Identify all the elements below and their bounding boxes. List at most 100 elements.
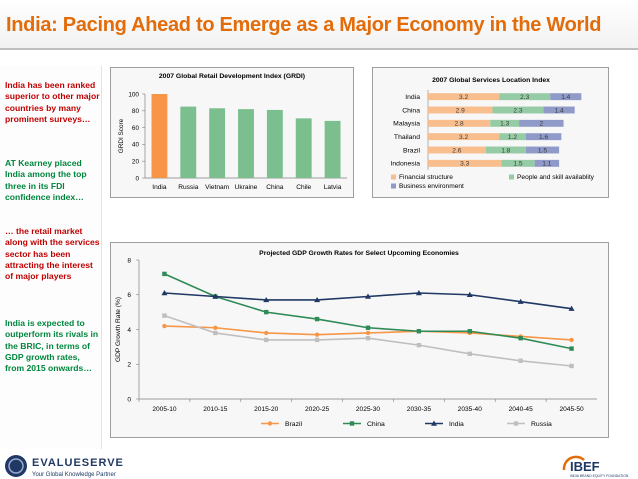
grdi-x-tick-label: Vietnam xyxy=(205,184,230,191)
evalueserve-emblem-icon xyxy=(5,455,27,477)
gdp-point-india xyxy=(517,298,524,304)
services-category-label: China xyxy=(402,107,420,114)
gdp-point-brazil xyxy=(213,325,218,330)
grdi-bar-chile xyxy=(295,118,312,178)
sidebar-note-retail: … the retail market along with the servi… xyxy=(5,226,100,282)
services-bar-brazil-s1 xyxy=(485,146,526,154)
gdp-point-india xyxy=(365,293,371,299)
grdi-title: 2007 Global Retail Development Index (GR… xyxy=(159,73,305,80)
services-data-label: 2.8 xyxy=(455,121,464,128)
gdp-point-china xyxy=(162,271,167,277)
services-data-label: 2.9 xyxy=(456,107,465,114)
grdi-y-tick-label: 40 xyxy=(132,142,140,149)
services-legend-label: Business environment xyxy=(399,183,464,190)
gdp-point-brazil xyxy=(162,323,167,329)
gdp-point-brazil xyxy=(569,337,574,343)
services-bar-china-s2 xyxy=(543,106,575,114)
grdi-chart: 2007 Global Retail Development Index (GR… xyxy=(118,73,347,191)
grdi-y-axis-label: GRDI Score xyxy=(118,118,125,153)
gdp-x-tick-label: 2025-30 xyxy=(356,406,381,413)
gdp-point-india xyxy=(415,290,422,296)
gdp-title: Projected GDP Growth Rates for Select Up… xyxy=(259,250,459,257)
services-title: 2007 Global Services Location Index xyxy=(432,77,550,84)
services-bar-thailand-s1 xyxy=(499,133,526,141)
services-data-label: 1.8 xyxy=(501,147,510,154)
gdp-y-axis-label: GDP Growth Rate (%) xyxy=(115,297,122,362)
gdp-x-tick-label: 2010-15 xyxy=(203,406,228,413)
grdi-bar-india xyxy=(151,94,168,178)
gdp-point-china xyxy=(569,346,574,351)
gdp-legend-label: China xyxy=(367,421,385,428)
services-data-label: 2.3 xyxy=(520,94,529,101)
services-data-label: 3.3 xyxy=(460,161,469,168)
gdp-line-russia xyxy=(164,314,572,367)
gdp-point-russia xyxy=(264,337,269,343)
ibef-arc-icon xyxy=(562,455,585,471)
gdp-point-india xyxy=(212,293,219,299)
services-legend-label: People and skill availablity xyxy=(517,174,595,181)
services-data-label: 1.4 xyxy=(561,94,570,101)
grdi-bar-china xyxy=(266,109,283,178)
grdi-x-tick-label: Ukraine xyxy=(235,184,258,191)
gdp-x-tick-label: 2035-40 xyxy=(458,406,483,413)
services-data-label: 1.5 xyxy=(538,147,547,154)
services-bar-indonesia-s0 xyxy=(428,159,502,167)
services-bar-brazil-s2 xyxy=(525,146,560,154)
grdi-bar-latvia xyxy=(324,120,341,178)
grdi-bar-vietnam xyxy=(209,108,226,178)
services-data-label: 1.3 xyxy=(500,121,509,128)
gdp-point-india xyxy=(466,291,473,297)
services-data-label: 3.2 xyxy=(459,134,468,141)
services-bar-thailand-s0 xyxy=(428,133,500,141)
ibef-logo: IBEF INDIA BRAND EQUITY FOUNDATION xyxy=(562,455,629,478)
grdi-bar-ukraine xyxy=(238,109,254,178)
ibef-name: IBEF xyxy=(570,459,600,474)
gdp-legend-marker-russia xyxy=(513,421,519,426)
grdi-x-tick-label: Chile xyxy=(296,184,311,191)
services-data-label: 2.6 xyxy=(452,147,461,154)
gdp-point-china xyxy=(518,335,523,341)
services-bar-india-s0 xyxy=(428,93,500,101)
sidebar-note-gdp: India is expected to outperform its riva… xyxy=(5,318,99,374)
gdp-y-tick-label: 4 xyxy=(127,327,131,334)
gdp-point-china xyxy=(467,329,472,334)
services-legend-swatch-1 xyxy=(509,174,514,180)
grdi-y-tick-label: 80 xyxy=(132,108,140,115)
services-bar-india-s2 xyxy=(550,93,582,101)
gdp-x-tick-label: 2005-10 xyxy=(152,406,177,413)
sidebar: India has been ranked superior to other … xyxy=(0,66,102,449)
services-bar-malaysia-s1 xyxy=(490,119,520,127)
gdp-point-brazil xyxy=(264,330,269,336)
services-bar-indonesia-s2 xyxy=(534,159,560,167)
grdi-x-tick-label: Russia xyxy=(178,184,198,191)
gdp-legend-marker-china xyxy=(349,421,355,426)
gdp-chart-panel: Projected GDP Growth Rates for Select Up… xyxy=(110,242,609,438)
slide-title: India: Pacing Ahead to Emerge as a Major… xyxy=(6,14,602,36)
title-bar: India: Pacing Ahead to Emerge as a Major… xyxy=(0,0,638,50)
services-category-label: India xyxy=(405,94,420,101)
gdp-legend-marker-india xyxy=(431,420,437,426)
gdp-point-russia xyxy=(162,313,167,318)
gdp-y-tick-label: 0 xyxy=(127,396,131,403)
services-category-label: Malaysia xyxy=(393,121,420,128)
services-data-label: 1.5 xyxy=(513,161,522,168)
services-data-label: 2.3 xyxy=(513,107,522,114)
grdi-y-tick-label: 0 xyxy=(135,175,139,182)
grdi-bar-russia xyxy=(180,106,197,178)
gdp-point-india xyxy=(314,296,321,303)
gdp-point-brazil xyxy=(314,332,320,337)
grdi-x-tick-label: India xyxy=(152,184,167,191)
gdp-point-russia xyxy=(365,335,371,341)
gdp-point-russia xyxy=(518,358,523,363)
gdp-y-tick-label: 8 xyxy=(127,257,131,264)
gdp-y-tick-label: 2 xyxy=(127,362,131,369)
services-bar-malaysia-s0 xyxy=(428,119,491,127)
services-data-label: 1.2 xyxy=(508,134,517,141)
gdp-point-russia xyxy=(467,351,472,357)
grdi-x-tick-label: Latvia xyxy=(324,184,342,191)
services-bar-thailand-s2 xyxy=(525,133,562,141)
gdp-point-china xyxy=(416,329,422,334)
services-legend-swatch-0 xyxy=(391,174,396,180)
services-location-chart: 2007 Global Services Location Index India… xyxy=(391,77,595,190)
